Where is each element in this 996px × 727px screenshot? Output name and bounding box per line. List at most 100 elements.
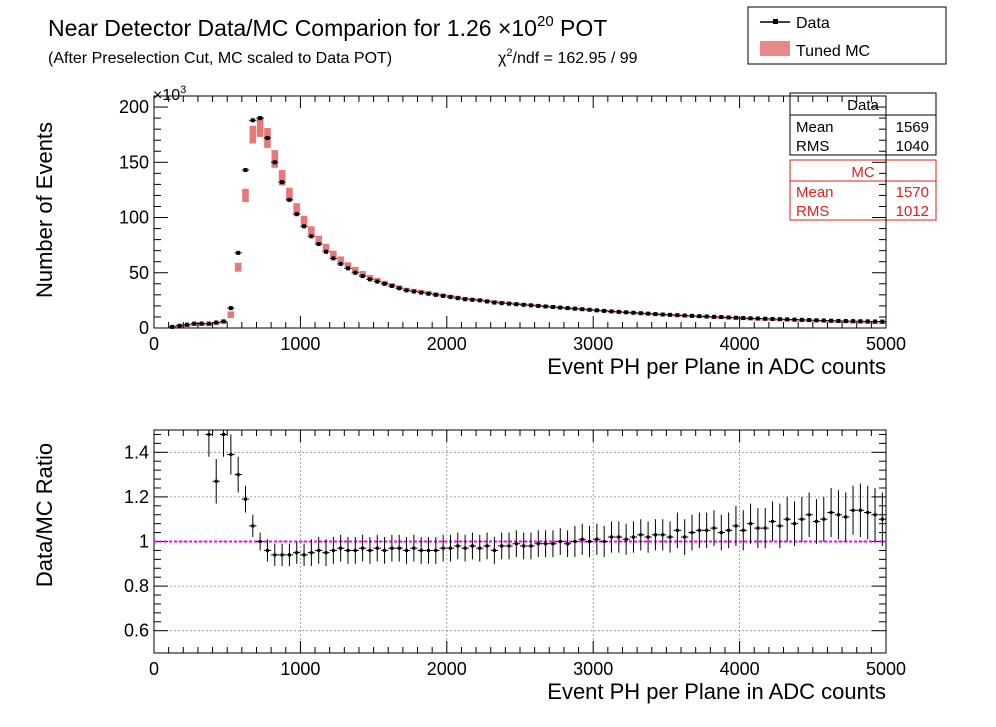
ratio-point [771,519,775,523]
ratio-point [858,508,862,512]
ratio-point [353,548,357,552]
data-point [433,292,438,297]
data-point [741,316,746,321]
data-point [287,197,292,202]
ratio-point [668,535,672,539]
ratio-point [829,511,833,515]
ratio-plot-area: 0 1000 2000 3000 4000 5000 0.6 0.8 1 1.2 1.4 [124,429,906,679]
top-plot-area: 0 1000 2000 3000 4000 5000 0 50 100 150 200 [119,95,906,354]
chi2-label: χ2/ndf = 162.95 / 99 [498,47,638,67]
stats-box-data: Data Mean 1569 RMS 1040 [789,92,937,156]
x-tick-label: 0 [149,659,159,679]
ratio-point [800,517,804,521]
mc-band-bin [278,170,286,186]
x-tick-label: 5000 [866,334,906,354]
data-point [192,321,197,326]
data-point [646,311,651,316]
ratio-point [324,551,328,555]
ratio-point [441,546,445,550]
data-point [858,319,863,324]
data-point [360,274,365,279]
ratio-point [309,551,313,555]
y-tick-label: 0.6 [124,621,149,641]
ratio-point [705,528,709,532]
ratio-point [566,542,570,546]
data-point [580,307,585,312]
figure-subtitle: (After Preselection Cut, MC scaled to Da… [48,50,392,67]
data-point [660,312,665,317]
ratio-point [478,546,482,550]
data-point [704,314,709,319]
data-point [572,306,577,311]
ratio-point [470,544,474,548]
ratio-point [258,540,262,543]
data-point [609,309,614,314]
stats-mc-rms-label: RMS [796,203,829,220]
ratio-point [624,537,628,541]
ratio-point [617,535,621,539]
ratio-point [741,528,745,532]
data-point [272,160,277,165]
data-point [463,297,468,302]
data-point [880,319,885,324]
x-tick-label: 4000 [720,659,760,679]
data-point [711,314,716,319]
ratio-point [763,526,767,530]
stats-mc-mean-label: Mean [796,184,834,201]
stats-box-mc: MC Mean 1570 RMS 1012 [789,159,937,221]
data-point [587,307,592,312]
data-point [865,319,870,324]
data-point [668,312,673,317]
y-tick-label: 0.8 [124,576,149,596]
ratio-point [456,544,460,548]
ratio-point [339,546,343,550]
ratio-point [793,522,796,526]
data-point [206,321,211,326]
mc-band-bin [249,125,257,144]
data-point [697,314,702,319]
data-point [258,116,263,121]
data-point [528,303,533,308]
ratio-point [251,524,255,528]
bottom-y-axis-label: Data/MC Ratio [32,443,57,587]
data-point [799,317,804,322]
data-point [536,303,541,308]
data-point [558,305,563,310]
y-tick-label: 1.2 [124,487,149,507]
ratio-point [500,544,504,548]
data-point [719,315,724,320]
data-point [309,234,314,239]
data-point [338,261,343,266]
ratio-point [749,522,753,526]
ratio-point [734,524,738,528]
data-point [302,224,307,229]
data-point [316,242,321,247]
ratio-point [214,479,218,483]
data-point [543,304,548,309]
ratio-point [807,513,811,517]
ratio-point [302,553,306,557]
mc-band-bin [234,262,242,272]
ratio-point [405,548,409,552]
data-point [675,313,680,318]
ratio-point [727,528,731,532]
ratio-point [522,544,526,548]
ratio-point [697,528,701,532]
ratio-point [427,548,430,552]
data-point [521,302,526,307]
data-point [477,298,482,303]
stats-mc-rms-value: 1012 [896,203,929,220]
mc-band-bin [322,243,330,251]
mc-band-bin [300,215,308,226]
legend-box: Data Tuned MC [747,6,947,65]
mc-band-bin [293,203,301,215]
ratio-point [514,542,518,546]
data-point [829,318,834,323]
mc-band-bin [308,226,315,236]
data-point [624,310,629,315]
data-point [177,323,182,328]
mc-band-bin [227,311,235,319]
ratio-point [756,526,760,530]
ratio-point [844,515,848,519]
mc-band-bin [271,150,279,168]
